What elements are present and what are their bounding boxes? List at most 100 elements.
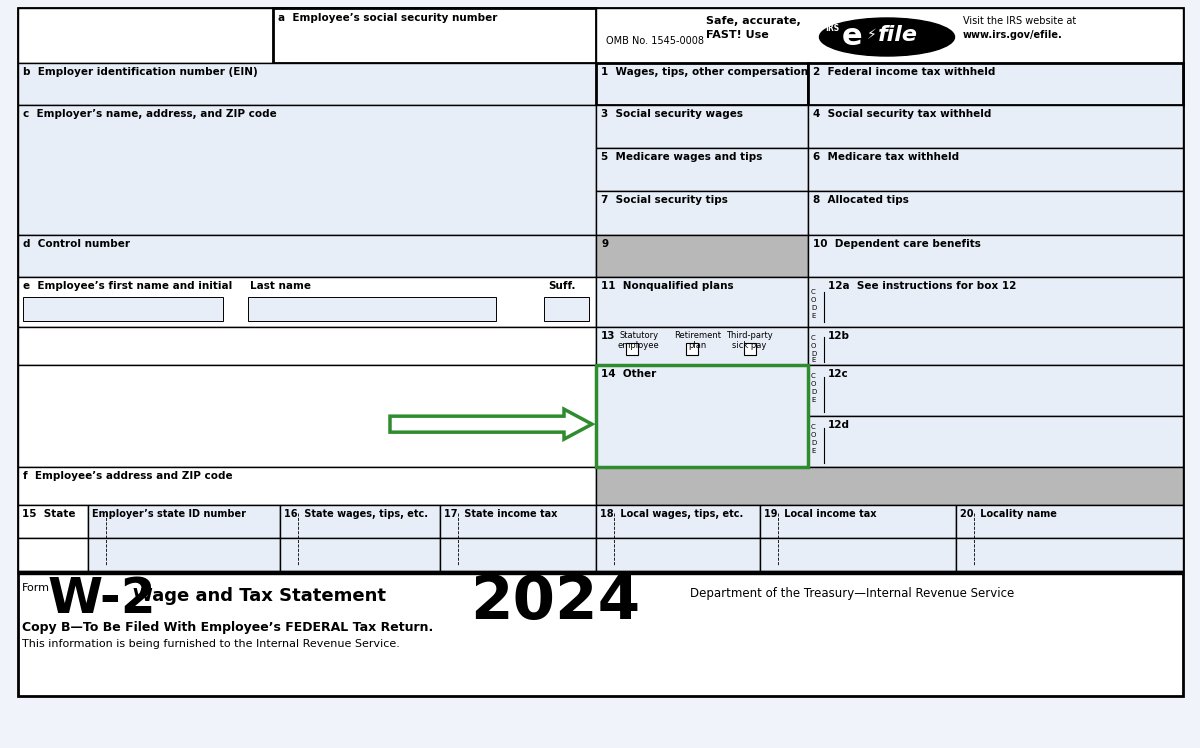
Text: 6  Medicare tax withheld: 6 Medicare tax withheld: [814, 152, 959, 162]
Bar: [280, 505, 440, 538]
Bar: [808, 416, 1183, 467]
Bar: [596, 327, 808, 365]
Text: 5  Medicare wages and tips: 5 Medicare wages and tips: [601, 152, 762, 162]
Text: 13: 13: [601, 331, 616, 341]
Text: This information is being furnished to the Internal Revenue Service.: This information is being furnished to t…: [22, 639, 400, 649]
Bar: [596, 191, 808, 235]
Bar: [18, 538, 88, 571]
Text: 12a  See instructions for box 12: 12a See instructions for box 12: [828, 281, 1016, 291]
Text: f  Employee’s address and ZIP code: f Employee’s address and ZIP code: [23, 471, 233, 481]
Text: W-2: W-2: [48, 575, 157, 623]
Text: Form: Form: [22, 583, 50, 593]
Text: 7  Social security tips: 7 Social security tips: [601, 195, 728, 205]
Text: 12c: 12c: [828, 369, 848, 379]
Text: b  Employer identification number (EIN): b Employer identification number (EIN): [23, 67, 258, 77]
Text: Retirement
plan: Retirement plan: [674, 331, 721, 350]
Text: 1  Wages, tips, other compersation: 1 Wages, tips, other compersation: [601, 67, 808, 77]
Text: e  Employee’s first name and initial: e Employee’s first name and initial: [23, 281, 233, 291]
Bar: [248, 297, 496, 321]
Text: D: D: [811, 305, 816, 311]
Bar: [596, 277, 808, 327]
Bar: [596, 365, 808, 467]
Bar: [18, 8, 274, 63]
Bar: [686, 343, 698, 355]
Bar: [596, 105, 808, 148]
Text: 14  Other: 14 Other: [601, 369, 656, 379]
Text: a  Employee’s social security number: a Employee’s social security number: [278, 13, 497, 23]
Text: 20  Locality name: 20 Locality name: [960, 509, 1057, 519]
Text: 15  State: 15 State: [22, 509, 76, 519]
Bar: [280, 538, 440, 571]
Text: C: C: [811, 373, 816, 379]
Bar: [808, 327, 1183, 365]
Bar: [88, 505, 280, 538]
Text: O: O: [811, 432, 816, 438]
Text: Wage and Tax Statement: Wage and Tax Statement: [133, 587, 386, 605]
Text: Suff.: Suff.: [548, 281, 576, 291]
Bar: [18, 235, 596, 277]
Text: 2024: 2024: [470, 573, 640, 632]
Bar: [808, 277, 1183, 327]
Text: 11  Nonqualified plans: 11 Nonqualified plans: [601, 281, 733, 291]
Bar: [760, 505, 956, 538]
Bar: [18, 327, 596, 365]
Text: FAST! Use: FAST! Use: [706, 30, 769, 40]
Bar: [808, 191, 1183, 235]
Text: file: file: [878, 25, 918, 45]
Text: C: C: [811, 289, 816, 295]
Bar: [596, 148, 808, 191]
Text: 10  Dependent care benefits: 10 Dependent care benefits: [814, 239, 980, 249]
Bar: [18, 8, 596, 63]
Text: 4  Social security tax withheld: 4 Social security tax withheld: [814, 109, 991, 119]
Text: 8  Allocated tips: 8 Allocated tips: [814, 195, 908, 205]
Text: Employer’s state ID number: Employer’s state ID number: [92, 509, 246, 519]
Text: Third-party
sick pay: Third-party sick pay: [726, 331, 773, 350]
Text: www.irs.gov/efile.: www.irs.gov/efile.: [964, 30, 1063, 40]
Bar: [808, 365, 1183, 416]
Text: 16  State wages, tips, etc.: 16 State wages, tips, etc.: [284, 509, 428, 519]
Bar: [956, 505, 1183, 538]
Text: ⚡: ⚡: [866, 28, 877, 42]
Text: C: C: [811, 424, 816, 430]
Bar: [440, 505, 596, 538]
Text: 3  Social security wages: 3 Social security wages: [601, 109, 743, 119]
Text: 12d: 12d: [828, 420, 850, 430]
Text: d  Control number: d Control number: [23, 239, 130, 249]
Text: Visit the IRS website at: Visit the IRS website at: [964, 16, 1076, 26]
Text: 19  Local income tax: 19 Local income tax: [764, 509, 876, 519]
Bar: [596, 467, 1183, 505]
Bar: [596, 538, 760, 571]
Bar: [23, 297, 223, 321]
Text: e: e: [842, 22, 863, 51]
Bar: [596, 505, 760, 538]
Text: Statutory
employee: Statutory employee: [618, 331, 660, 350]
Bar: [808, 148, 1183, 191]
Bar: [760, 538, 956, 571]
Text: E: E: [811, 313, 815, 319]
Text: Copy B—To Be Filed With Employee’s FEDERAL Tax Return.: Copy B—To Be Filed With Employee’s FEDER…: [22, 621, 433, 634]
Bar: [274, 8, 596, 63]
Text: C: C: [811, 335, 816, 341]
Text: E: E: [811, 448, 815, 454]
Bar: [18, 467, 596, 505]
Text: D: D: [811, 389, 816, 395]
Text: O: O: [811, 297, 816, 303]
Bar: [808, 105, 1183, 148]
Text: Last name: Last name: [250, 281, 311, 291]
Text: 17  State income tax: 17 State income tax: [444, 509, 557, 519]
Text: Safe, accurate,: Safe, accurate,: [706, 16, 800, 26]
Bar: [544, 297, 589, 321]
Ellipse shape: [820, 18, 954, 56]
Text: IRS: IRS: [826, 24, 839, 33]
Text: D: D: [811, 440, 816, 446]
Bar: [18, 365, 596, 467]
Bar: [18, 571, 1183, 574]
Bar: [808, 235, 1183, 277]
Text: O: O: [811, 343, 816, 349]
Text: 9: 9: [601, 239, 608, 249]
Bar: [626, 343, 638, 355]
Text: D: D: [811, 351, 816, 357]
Text: E: E: [811, 397, 815, 403]
Text: OMB No. 1545-0008: OMB No. 1545-0008: [606, 36, 704, 46]
Bar: [596, 8, 1183, 63]
